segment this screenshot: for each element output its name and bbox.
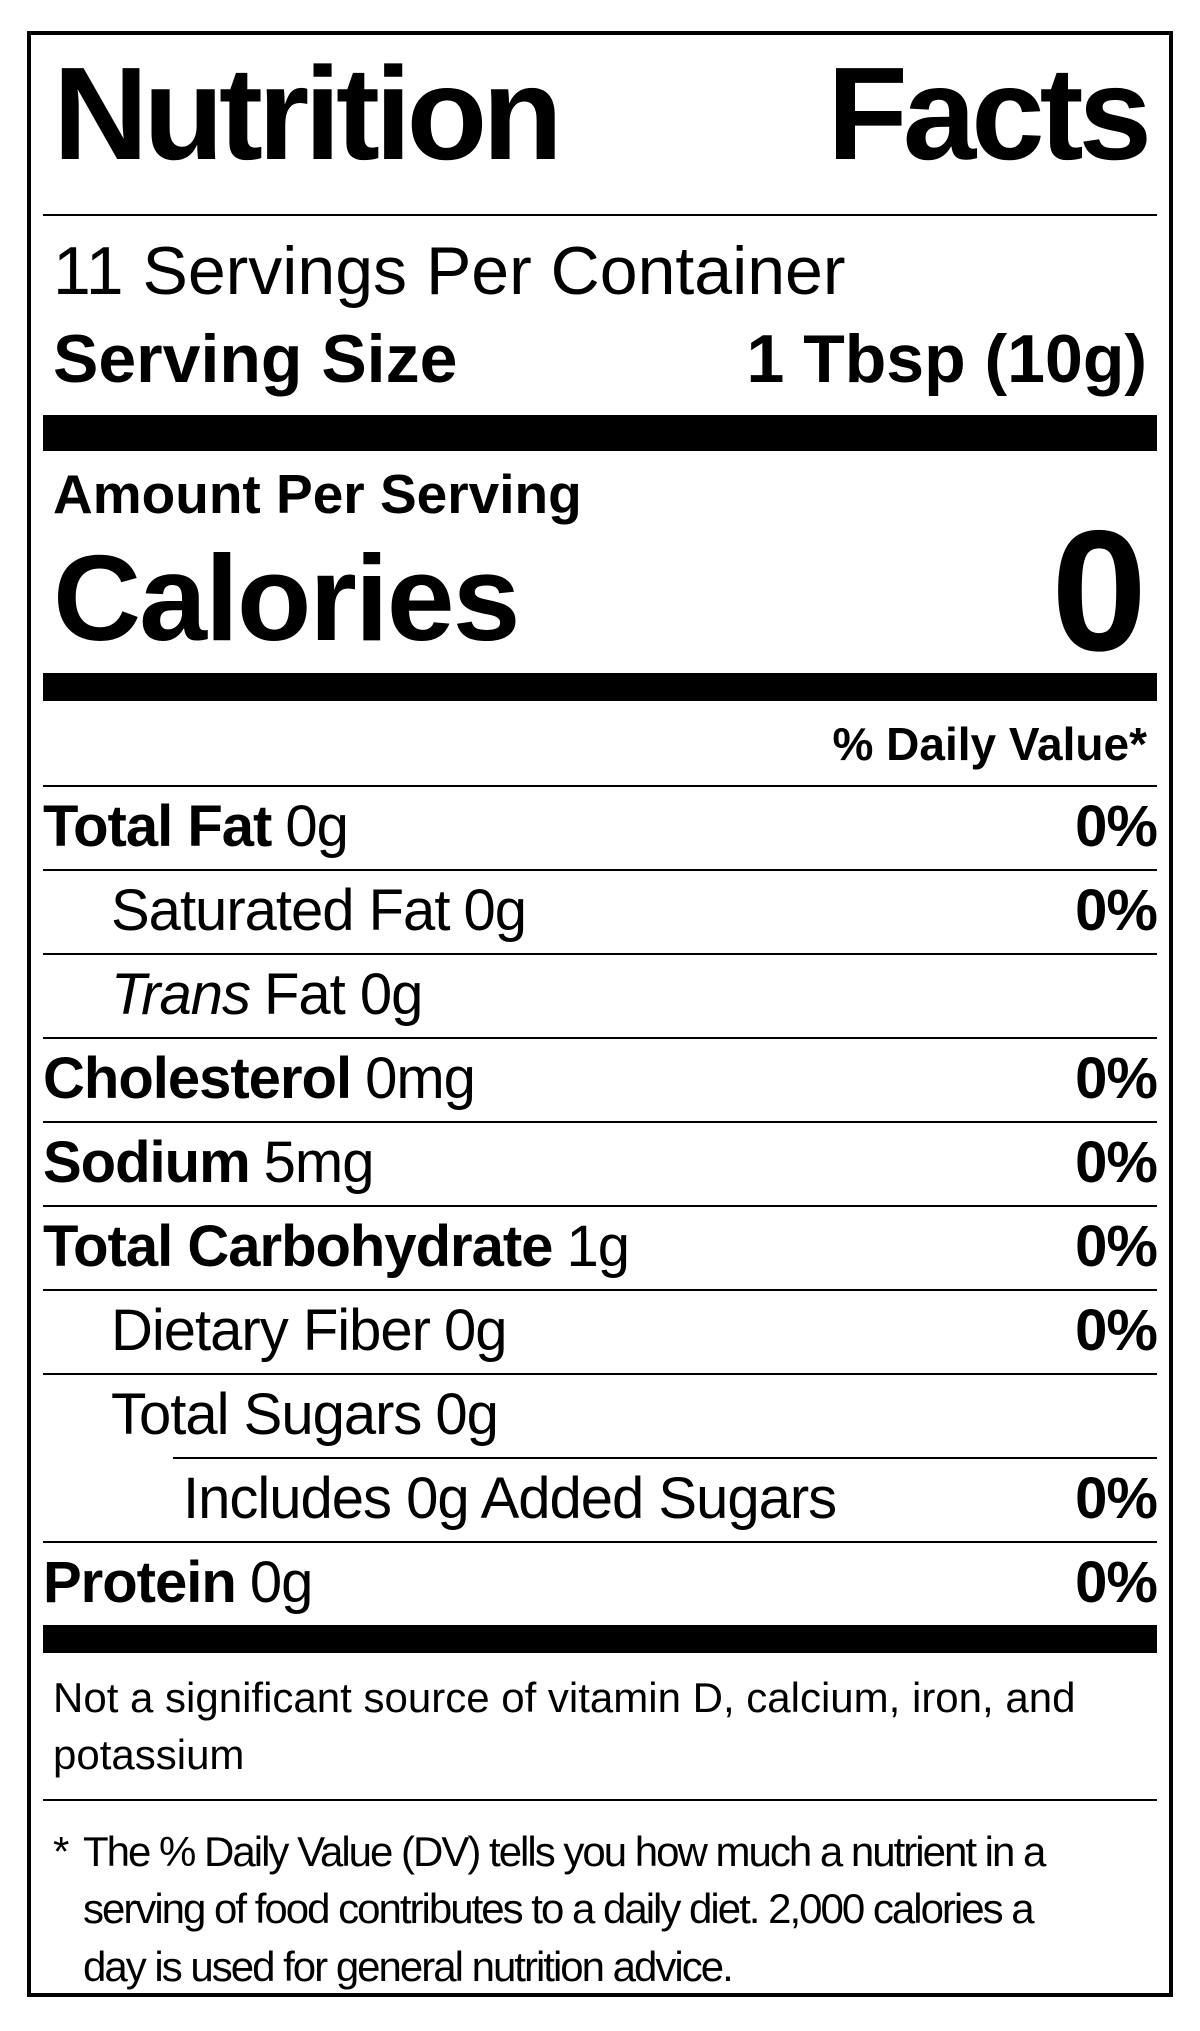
- nutrient-name-group: Trans Fat 0g: [43, 966, 423, 1024]
- thick-bar-top: [43, 415, 1157, 452]
- nutrient-dv: 0%: [1075, 1298, 1158, 1364]
- nutrient-name: Total Fat: [43, 794, 272, 860]
- footnote-divider: [43, 1799, 1157, 1802]
- nutrient-amount: 0g: [285, 794, 349, 860]
- nutrient-dv: 0%: [1075, 794, 1158, 860]
- nutrient-name-group: Includes 0g Added Sugars: [43, 1470, 837, 1528]
- serving-size-row: Serving Size 1 Tbsp (10g): [43, 308, 1157, 415]
- nutrient-row-cholesterol: Cholesterol 0mg 0%: [43, 1037, 1158, 1121]
- nutrient-amount: 0mg: [365, 1046, 476, 1112]
- nutrient-dv: 0%: [1075, 878, 1158, 944]
- nutrient-amount: 1g: [566, 1214, 630, 1280]
- nutrient-row-saturated-fat: Saturated Fat 0g 0%: [43, 869, 1158, 953]
- nutrient-name-group: Dietary Fiber 0g: [43, 1302, 507, 1360]
- nutrient-row-dietary-fiber: Dietary Fiber 0g 0%: [43, 1289, 1158, 1373]
- nutrient-name-group: Protein 0g: [43, 1554, 313, 1612]
- added-sugars-divider: [173, 1457, 1157, 1460]
- nutrient-row-added-sugars: Includes 0g Added Sugars 0%: [43, 1459, 1158, 1541]
- nutrient-dv: 0%: [1075, 1046, 1158, 1112]
- nutrient-row-sodium: Sodium 5mg 0%: [43, 1121, 1158, 1205]
- label-title: Nutrition Facts: [53, 40, 1152, 187]
- nutrient-name: Protein: [43, 1550, 237, 1616]
- footnote-asterisk: *: [53, 1828, 69, 1876]
- nutrient-name: Total Sugars: [111, 1382, 422, 1448]
- nutrient-row-total-sugars: Total Sugars 0g: [43, 1373, 1157, 1457]
- nutrient-amount: 0g: [435, 1382, 499, 1448]
- nutrient-amount: 0g: [249, 1550, 314, 1616]
- calories-row: Calories 0: [43, 495, 1157, 688]
- nutrient-name: Saturated Fat: [111, 878, 450, 944]
- serving-size-label: Serving Size: [53, 321, 458, 398]
- calories-label: Calories: [53, 530, 520, 667]
- nutrient-name: Dietary Fiber: [111, 1298, 431, 1364]
- footnote-text: The % Daily Value (DV) tells you how muc…: [83, 1828, 1046, 1990]
- nutrient-amount: 0g: [443, 1298, 508, 1364]
- nutrient-name: Sodium: [43, 1130, 251, 1196]
- nutrient-row-total-fat: Total Fat 0g 0%: [43, 785, 1158, 869]
- nutrient-row-trans-fat: Trans Fat 0g: [43, 953, 1157, 1037]
- nutrient-amount: Fat 0g: [263, 962, 423, 1028]
- amount-per-serving-label: Amount Per Serving: [53, 463, 582, 526]
- servings-per-container: 11 Servings Per Container: [53, 232, 846, 309]
- not-significant-note: Not a significant source of vitamin D, c…: [53, 1674, 1076, 1779]
- title-divider: [43, 213, 1157, 216]
- nutrient-dv: 0%: [1075, 1130, 1158, 1196]
- daily-value-header: % Daily Value*: [832, 718, 1148, 771]
- nutrient-amount: 5mg: [263, 1130, 375, 1196]
- nutrient-name: Includes 0g Added Sugars: [183, 1466, 837, 1532]
- nutrient-dv: 0%: [1075, 1214, 1158, 1280]
- nutrient-name: Total Carbohydrate: [43, 1214, 553, 1280]
- calories-value: 0: [1051, 495, 1147, 688]
- nutrient-row-total-carbohydrate: Total Carbohydrate 1g 0%: [43, 1205, 1158, 1289]
- nutrient-amount: 0g: [463, 878, 527, 944]
- nutrient-dv: 0%: [1075, 1466, 1158, 1532]
- nutrient-dv: 0%: [1075, 1550, 1158, 1616]
- nutrient-name-group: Total Sugars 0g: [43, 1386, 499, 1444]
- thick-bar-bottom: [43, 1625, 1157, 1654]
- nutrition-facts-label: Nutrition Facts 11 Servings Per Containe…: [27, 31, 1173, 1997]
- serving-size-value: 1 Tbsp (10g): [746, 321, 1148, 398]
- nutrient-name-group: Sodium 5mg: [43, 1134, 374, 1192]
- thick-bar-calories: [43, 673, 1157, 702]
- nutrient-name: Cholesterol: [43, 1046, 352, 1112]
- nutrient-row-protein: Protein 0g 0%: [43, 1541, 1158, 1625]
- footnote: * The % Daily Value (DV) tells you how m…: [43, 1801, 1157, 1993]
- nutrient-name: Trans: [111, 962, 251, 1028]
- nutrient-name-group: Total Carbohydrate 1g: [43, 1218, 630, 1276]
- nutrient-name-group: Total Fat 0g: [43, 798, 349, 856]
- nutrient-name-group: Cholesterol 0mg: [43, 1050, 476, 1108]
- nutrient-name-group: Saturated Fat 0g: [43, 882, 527, 940]
